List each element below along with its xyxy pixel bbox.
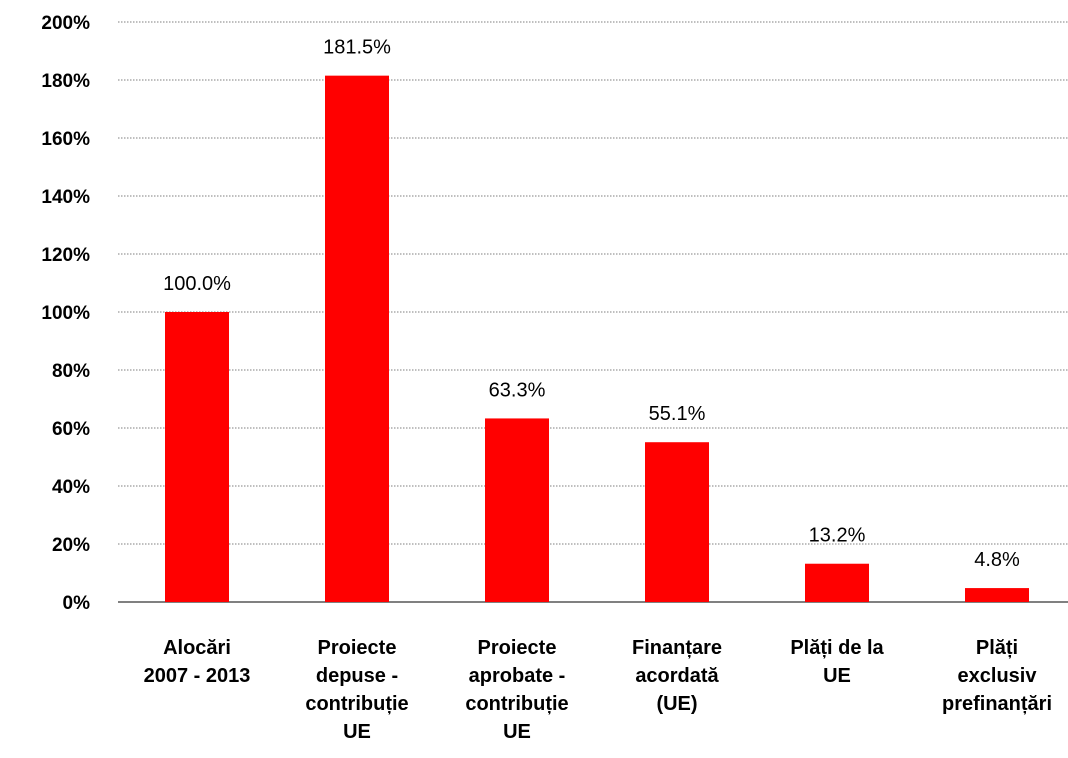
y-tick-label: 120%	[41, 245, 90, 266]
category-label-line: Plăți de la	[790, 637, 884, 659]
bar	[805, 563, 869, 602]
bar	[965, 588, 1029, 602]
category-label-line: UE	[503, 721, 531, 743]
category-label-line: Alocări	[163, 637, 231, 659]
category-label: Plăți de la UE	[790, 637, 884, 687]
y-axis-tick-labels: 0% 20% 40% 60% 80% 100% 120% 140% 160% 180% 200%	[41, 13, 90, 614]
data-labels: 100.0% 181.5% 63.3% 55.1% 13.2% 4.8%	[163, 37, 1020, 571]
data-label: 13.2%	[809, 525, 866, 547]
bars	[165, 75, 1029, 602]
y-tick-label: 60%	[52, 419, 90, 440]
bar	[485, 418, 549, 602]
category-label-line: Plăți	[976, 637, 1018, 659]
y-tick-label: 180%	[41, 71, 90, 92]
bar	[645, 442, 709, 602]
category-label: Alocări 2007 - 2013	[144, 637, 251, 687]
category-label-line: Finanțare	[632, 637, 722, 659]
y-tick-label: 160%	[41, 129, 90, 150]
category-label-line: UE	[823, 665, 851, 687]
category-label-line: acordată	[635, 665, 719, 687]
data-label: 63.3%	[489, 379, 546, 401]
data-label: 4.8%	[974, 549, 1020, 571]
data-label: 55.1%	[649, 403, 706, 425]
y-tick-label: 40%	[52, 477, 90, 498]
category-label-line: Proiecte	[478, 637, 557, 659]
category-label: Finanțare acordată (UE)	[632, 637, 722, 715]
category-label: Proiecte depuse - contribuție UE	[305, 637, 408, 743]
category-label-line: depuse -	[316, 665, 398, 687]
category-label-line: Proiecte	[318, 637, 397, 659]
y-tick-label: 140%	[41, 187, 90, 208]
category-label-line: exclusiv	[958, 665, 1038, 687]
category-labels: Alocări 2007 - 2013 Proiecte depuse - contri…	[144, 637, 1052, 743]
y-tick-label: 80%	[52, 361, 90, 382]
data-label: 181.5%	[323, 37, 391, 59]
y-tick-label: 20%	[52, 535, 90, 556]
y-tick-label: 200%	[41, 13, 90, 34]
bar	[165, 312, 229, 602]
gridlines	[118, 21, 1068, 545]
data-label: 100.0%	[163, 273, 231, 295]
category-label-line: contribuție	[465, 693, 568, 715]
y-tick-label: 100%	[41, 303, 90, 324]
category-label: Plăți exclusiv prefinanțări	[942, 637, 1052, 715]
category-label-line: (UE)	[656, 693, 697, 715]
bar	[325, 75, 389, 602]
category-label-line: aprobate -	[469, 665, 566, 687]
category-label-line: contribuție	[305, 693, 408, 715]
category-label-line: UE	[343, 721, 371, 743]
y-tick-label: 0%	[63, 593, 91, 614]
category-label-line: 2007 - 2013	[144, 665, 251, 687]
category-label-line: prefinanțări	[942, 693, 1052, 715]
category-label: Proiecte aprobate - contribuție UE	[465, 637, 568, 743]
